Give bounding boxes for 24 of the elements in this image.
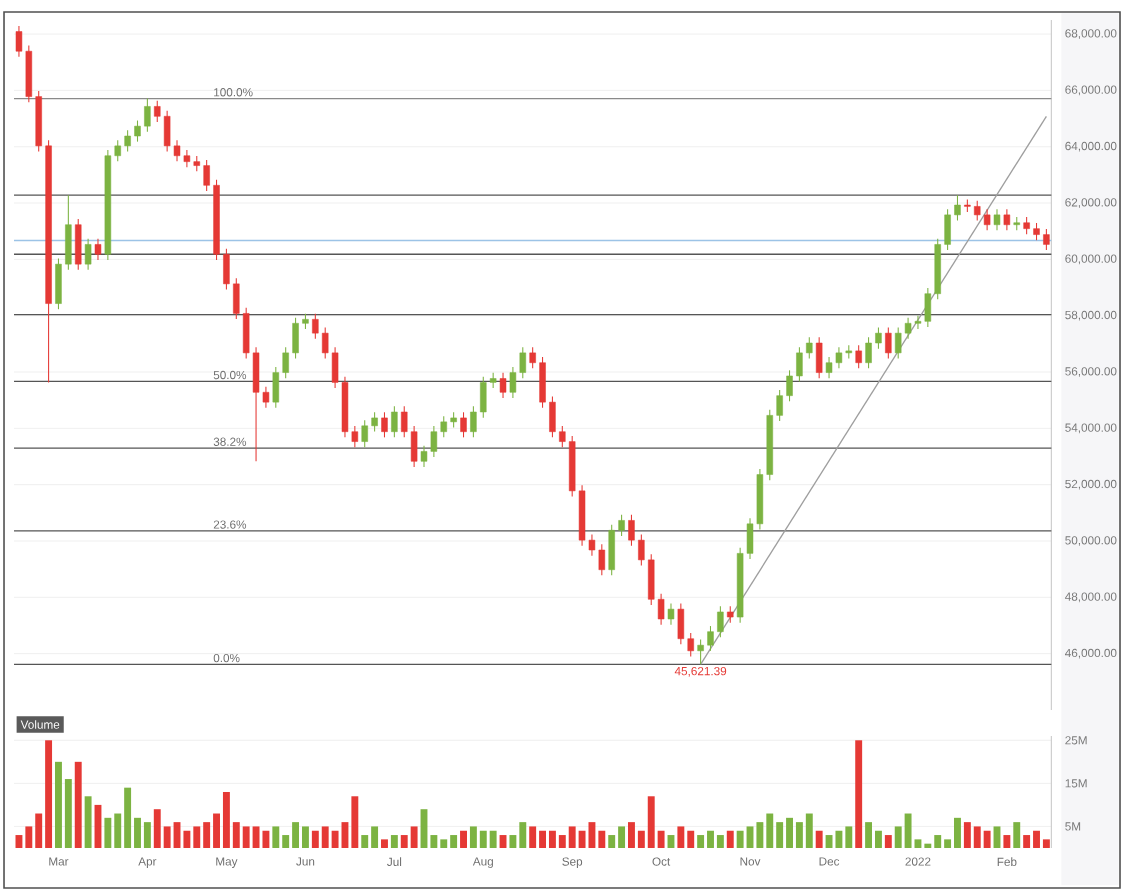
candlestick (993, 208, 1001, 231)
bar (84, 796, 92, 848)
bar (1003, 835, 1011, 848)
candlestick (381, 411, 388, 438)
candlestick (84, 238, 92, 271)
bar (390, 835, 398, 848)
candlestick (667, 602, 675, 626)
bar (726, 830, 734, 848)
bar (815, 830, 823, 848)
bar (1013, 822, 1021, 848)
candlestick (499, 372, 507, 399)
candlestick (1003, 208, 1011, 231)
bar (74, 761, 82, 848)
candlestick (74, 218, 82, 271)
candlestick (460, 411, 467, 438)
candlestick (885, 326, 892, 360)
candlestick (855, 344, 862, 369)
candlestick (94, 238, 102, 261)
candlestick (391, 405, 398, 438)
bar (855, 740, 863, 848)
bar (460, 830, 467, 848)
candlestick (815, 336, 823, 379)
bar (884, 835, 892, 848)
bar (381, 839, 388, 848)
